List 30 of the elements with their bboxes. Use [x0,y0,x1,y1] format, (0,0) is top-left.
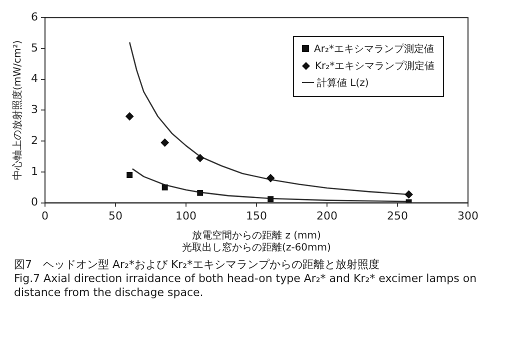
point [268,196,274,202]
point [197,190,204,196]
x-tick-label: 300 [458,209,478,222]
x-tick-label: 0 [42,209,48,222]
caption: 図7 ヘッドオン型 Ar₂*および Kr₂*エキシマランプからの距離と放射照度 [14,258,381,272]
y-tick-label: 3 [31,103,38,116]
x-tick-label: 50 [108,209,122,222]
point [266,174,275,182]
caption: Fig.7 Axial direction irraidance of both head-on type Ar₂* and Kr₂* excimer lamps on distance from the dischage space. [14,272,478,300]
y-tick-label: 5 [31,41,38,54]
x-tick-label: 200 [316,209,338,222]
y-tick-label: 6 [31,10,38,24]
point [160,138,169,147]
y-tick-label: 2 [31,134,38,147]
y-axis-title: 中心軸上の放射照度(mW/cm²) [12,40,24,180]
x-tick-label: 250 [387,209,408,222]
legend-label: Ar₂*エキシマランプ測定値 [314,44,434,55]
y-tick-label: 4 [31,72,38,86]
point [162,184,168,190]
point [196,154,204,162]
y-tick-label: 1 [31,164,38,178]
point [126,172,133,178]
legend-label: Kr₂*エキシマランプ測定値 [315,60,435,72]
y-tick-label: 0 [31,196,38,209]
point [404,190,413,198]
legend-label: 計算値 L(z) [317,78,369,89]
point [126,112,134,120]
x-tick-label: 150 [246,209,267,222]
x-tick-label: 100 [176,209,196,222]
x-axis-title: 放電空間からの距離 z (mm) 光取出し窓からの距離(z-60mm) [182,230,332,254]
